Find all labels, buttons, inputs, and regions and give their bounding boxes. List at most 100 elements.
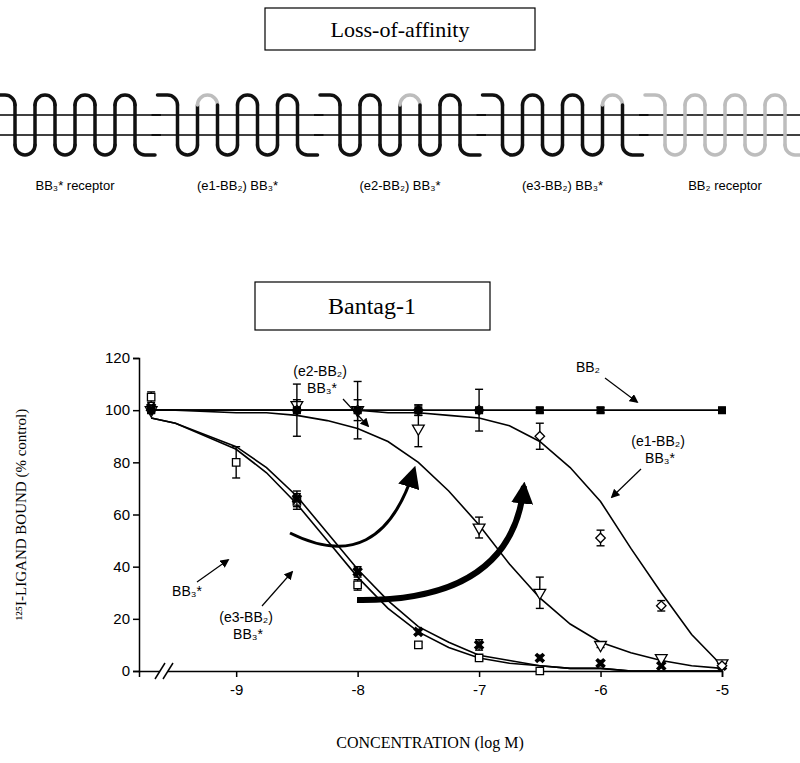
- error-bar-cap: [597, 545, 605, 546]
- error-bar-cap: [354, 589, 362, 590]
- y-tick: 40: [113, 558, 139, 575]
- error-bar: [414, 405, 422, 415]
- receptor-segment: [420, 145, 440, 155]
- receptor-segment: [725, 95, 745, 105]
- error-bar: [147, 408, 155, 413]
- error-bar-cap: [147, 391, 155, 392]
- error-bar: [536, 423, 544, 449]
- receptor-segment: [501, 105, 505, 145]
- data-point: [147, 393, 154, 400]
- x-tick-label: -6: [594, 681, 607, 698]
- figure: Loss-of-affinityBB₃* receptor(e1-BB₂) BB…: [0, 0, 800, 763]
- receptor-segment: [93, 105, 97, 145]
- error-bar-cap: [475, 389, 483, 390]
- receptor-segment: [278, 95, 298, 105]
- data-point: [597, 407, 604, 414]
- y-axis-title: ¹²⁵I-LIGAND BOUND (% control): [13, 409, 30, 620]
- receptor-segment: [360, 95, 380, 105]
- data-point: [354, 581, 361, 588]
- y-tick-mark: [133, 358, 139, 360]
- y-tick-mark: [133, 619, 139, 621]
- x-axis: -9-8-7-6-5: [140, 671, 730, 698]
- x-tick: -6: [594, 671, 607, 698]
- x-axis-title: CONCENTRATION (log M): [336, 734, 524, 752]
- receptor-segment: [176, 105, 180, 145]
- error-bar: [657, 601, 665, 611]
- receptor: BB₃* receptor: [0, 95, 161, 193]
- receptor-segment: [785, 145, 800, 155]
- receptor-segment: [418, 105, 422, 145]
- receptor-segment: [216, 105, 220, 145]
- receptor-segment: [133, 105, 137, 145]
- receptor-segment: [458, 105, 462, 145]
- error-bar-cap: [536, 449, 544, 450]
- series-label: (e3-BB₂) BB₃*: [219, 609, 277, 642]
- error-bar-cap: [354, 381, 362, 382]
- receptor-segment: [438, 105, 442, 145]
- receptor-segment: [665, 145, 685, 155]
- annotations: BB₃*(e3-BB₂) BB₃*(e2-BB₂) BB₃*(e1-BB₂) B…: [172, 359, 689, 642]
- data-point: [535, 432, 544, 441]
- plot-area: [143, 381, 730, 674]
- fit-curve: [151, 409, 722, 411]
- error-bar: [147, 408, 155, 413]
- receptor-segment: [583, 145, 603, 155]
- receptor-segment: [135, 145, 155, 155]
- error-bar-cap: [354, 438, 362, 439]
- receptor-segment: [398, 105, 402, 145]
- receptor-segment: [338, 105, 342, 145]
- data-point: [415, 407, 422, 414]
- series: [145, 400, 728, 670]
- x-tick-label: -7: [473, 681, 486, 698]
- error-bar-cap: [536, 423, 544, 424]
- membrane-line: [0, 114, 161, 116]
- series: [146, 381, 726, 670]
- receptor-segment: [543, 145, 563, 155]
- diagram: Loss-of-affinityBB₃* receptor(e1-BB₂) BB…: [0, 8, 800, 193]
- data-point: [714, 658, 730, 674]
- error-bar-cap: [475, 430, 483, 431]
- receptor-segment: [380, 145, 400, 155]
- data-point: [475, 654, 482, 661]
- receptor-segment: [178, 145, 198, 155]
- x-tick-label: -5: [716, 681, 729, 698]
- y-tick-mark: [133, 462, 139, 464]
- data-point: [415, 641, 422, 648]
- receptor-segment: [645, 95, 665, 105]
- error-bar: [232, 447, 240, 478]
- data-point: [292, 405, 301, 414]
- receptor-segment: [258, 145, 278, 155]
- membrane-line: [639, 134, 800, 136]
- receptor-segment: [238, 95, 258, 105]
- error-bar: [354, 580, 362, 590]
- error-bar: [293, 384, 301, 436]
- y-tick-label: 120: [105, 349, 130, 366]
- receptor-segment: [75, 95, 95, 105]
- data-point: [593, 655, 609, 671]
- y-axis-line: [133, 359, 140, 672]
- receptor-segment: [603, 95, 623, 105]
- y-tick-label: 100: [105, 401, 130, 418]
- y-tick: 80: [113, 454, 139, 471]
- fit-curve: [151, 410, 722, 668]
- receptor: (e3-BB₂) BB₃*: [477, 95, 649, 193]
- data-point: [474, 405, 483, 414]
- error-bar-cap: [414, 404, 422, 405]
- fit-curve: [151, 418, 722, 671]
- receptor-label: (e2-BB₂) BB₃*: [359, 178, 440, 193]
- data-point: [655, 655, 667, 665]
- error-bar: [597, 408, 605, 413]
- receptor-segment: [400, 95, 420, 105]
- receptor-segment: [298, 145, 318, 155]
- fit-curve: [151, 418, 722, 671]
- data-point: [414, 405, 423, 414]
- error-bar-cap: [414, 415, 422, 416]
- error-bar: [597, 530, 605, 546]
- data-point: [532, 650, 548, 666]
- error-bar: [475, 408, 483, 413]
- x-tick: -5: [716, 671, 729, 698]
- receptor-segment: [521, 105, 525, 145]
- axis-break: [155, 663, 165, 679]
- y-tick-mark: [133, 514, 139, 516]
- receptor-segment: [723, 105, 727, 145]
